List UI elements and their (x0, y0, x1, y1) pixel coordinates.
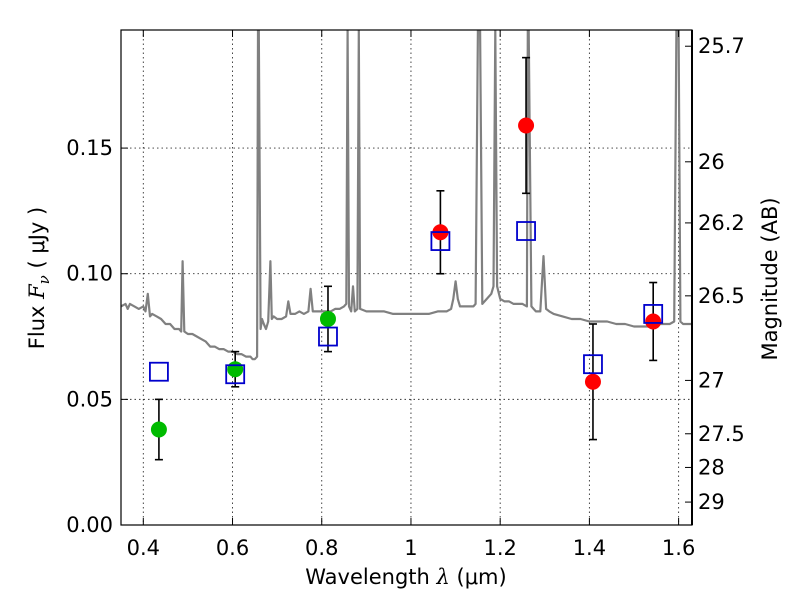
x-tick-label: 0.6 (216, 536, 249, 560)
y-tick-label: 0.10 (66, 262, 113, 286)
x-tick-label: 0.8 (305, 536, 338, 560)
y2-tick-label: 26.2 (698, 211, 745, 235)
y2-tick-label: 25.7 (698, 34, 745, 58)
y2-tick-label: 28 (698, 455, 725, 479)
x-tick-label: 1 (404, 536, 417, 560)
plot-area-frame (120, 29, 693, 526)
optical-photometry-point (227, 361, 244, 378)
model-photometry-square (643, 304, 664, 324)
x-axis-label-unit: (μm) (450, 565, 507, 589)
x-tick-label: 1.2 (483, 536, 516, 560)
y-tick-label: 0.05 (66, 387, 113, 411)
grid-lines (121, 30, 692, 525)
x-axis-label-symbol: λ (436, 565, 450, 589)
y-axis-label-unit: ( μJy ) (25, 207, 49, 275)
y-tick-label: 0.15 (66, 136, 113, 160)
data-points-layer (149, 56, 664, 461)
model-photometry-square (583, 354, 603, 375)
x-tick-label: 1.6 (662, 536, 695, 560)
model-photometry-square (516, 221, 536, 241)
y2-axis-label: Magnitude (AB) (758, 197, 782, 360)
optical-photometry-point (150, 421, 167, 438)
y2-tick-label: 27 (698, 368, 725, 392)
y-axis-label: Flux Fν ( μJy ) (25, 207, 53, 349)
nir-photometry-point (645, 313, 662, 330)
y-axis-label-prefix: Flux (25, 299, 49, 349)
model-photometry-square (430, 231, 451, 251)
y2-tick-label: 26.5 (698, 284, 745, 308)
model-spectrum-layer (121, 30, 692, 361)
nir-photometry-point (584, 373, 601, 390)
y2-tick-label: 27.5 (698, 422, 745, 446)
y2-tick-label: 26 (698, 150, 725, 174)
model-photometry-square (149, 361, 169, 382)
nir-photometry-point (518, 117, 535, 134)
y-tick-label: 0.00 (66, 513, 113, 537)
optical-photometry-point (319, 310, 336, 327)
y-axis-label-subscript: ν (35, 275, 53, 284)
axis-ticks: 0.4 0.6 0.8 1 1.2 1.4 1.6 0.00 0.05 0.10 0.15 25.7 2… (66, 30, 745, 560)
x-axis-label: Wavelength λ (μm) (305, 565, 506, 589)
model-spectrum-line (121, 30, 692, 361)
y2-tick-label: 29 (698, 490, 725, 514)
y-axis-label-symbol: F (25, 283, 49, 300)
x-axis-label-prefix: Wavelength (305, 565, 436, 589)
model-photometry-square (225, 364, 246, 385)
x-tick-label: 0.4 (127, 536, 160, 560)
x-tick-label: 1.4 (573, 536, 606, 560)
model-photometry-square (318, 326, 338, 347)
